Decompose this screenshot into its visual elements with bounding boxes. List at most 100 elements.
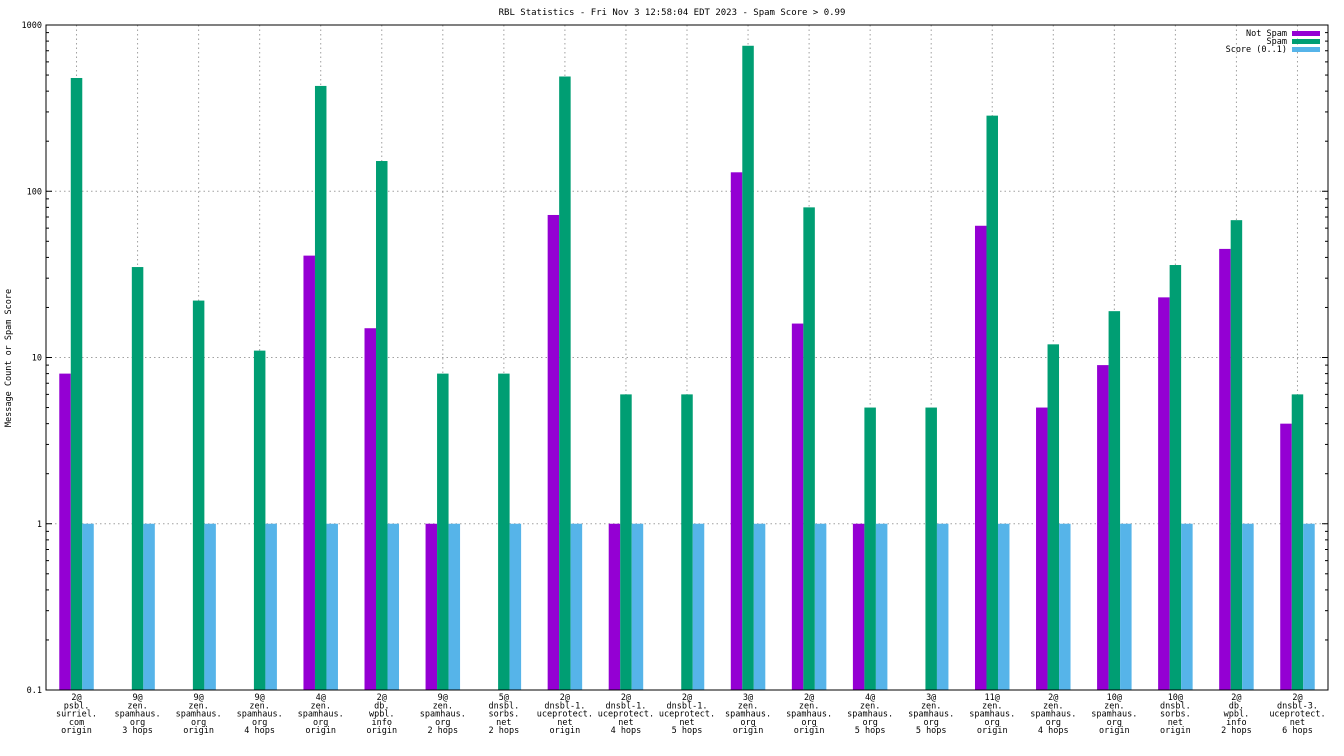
x-axis-tick-labels: 2@psbl.surriel.comorigin9@zen.spamhaus.o… [56, 693, 1326, 736]
bar-spam [437, 373, 449, 690]
x-tick-label: origin [550, 726, 581, 736]
x-tick-label: db. [1229, 701, 1244, 711]
x-tick-label: 10@ [1107, 693, 1122, 703]
x-tick-label: zen. [1104, 701, 1124, 711]
x-tick-label: net [1290, 718, 1305, 728]
x-tick-label: 6 hops [1282, 726, 1313, 736]
bar-not-spam [1219, 248, 1231, 690]
bar-not-spam [364, 328, 377, 690]
x-tick-label: 5 hops [916, 726, 947, 736]
x-tick-label: 9@ [132, 693, 142, 703]
bar-spam [192, 300, 205, 690]
x-tick-label: 5 hops [672, 726, 703, 736]
x-tick-label: org [801, 718, 816, 728]
x-tick-label: 9@ [438, 693, 448, 703]
bar-spam [620, 394, 632, 690]
legend-label: Not Spam [1246, 29, 1287, 39]
x-tick-label: 2@ [560, 693, 570, 703]
x-tick-label: net [679, 718, 694, 728]
x-tick-label: info [372, 718, 392, 728]
bar-score-0-1 [1303, 523, 1315, 690]
bar-score-0-1 [1181, 523, 1193, 690]
bar-spam [498, 373, 510, 690]
bar-score-0-1 [509, 523, 522, 690]
x-tick-label: origin [1160, 726, 1191, 736]
bar-not-spam [852, 523, 865, 690]
x-tick-label: origin [733, 726, 764, 736]
x-tick-label: spamhaus. [847, 710, 893, 720]
legend-swatch [1292, 31, 1320, 36]
x-tick-label: db. [374, 701, 389, 711]
x-tick-label: 4 hops [244, 726, 275, 736]
x-tick-label: spamhaus. [237, 710, 283, 720]
x-tick-label: org [435, 718, 450, 728]
bar-score-0-1 [1120, 523, 1132, 690]
bar-score-0-1 [631, 523, 644, 690]
bar-spam [925, 407, 937, 690]
x-tick-label: zen. [249, 701, 269, 711]
x-tick-label: 4 hops [611, 726, 642, 736]
x-tick-label: org [191, 718, 206, 728]
bar-not-spam [974, 225, 987, 690]
y-axis-ticks: 0.1 1 10 100 1000 [22, 21, 1328, 696]
bar-spam [864, 407, 876, 690]
x-tick-label: 11@ [985, 693, 1000, 703]
x-tick-label: org [313, 718, 328, 728]
x-tick-label: org [985, 718, 1000, 728]
x-tick-label: spamhaus. [908, 710, 954, 720]
x-tick-label: uceprotect. [1269, 710, 1325, 720]
x-tick-label: 5 hops [855, 726, 886, 736]
x-tick-label: spamhaus. [786, 710, 832, 720]
bar-spam [131, 267, 144, 690]
bar-spam [1169, 265, 1182, 690]
x-tick-label: zen. [799, 701, 819, 711]
x-tick-label: 10@ [1168, 693, 1183, 703]
x-tick-label: org [740, 718, 755, 728]
x-tick-label: wpbl. [1224, 710, 1250, 720]
x-tick-label: 2@ [71, 693, 81, 703]
bar-score-0-1 [814, 523, 827, 690]
x-tick-label: origin [183, 726, 214, 736]
legend-label: Spam [1267, 37, 1287, 47]
x-tick-label: com [69, 718, 84, 728]
bar-spam [314, 85, 327, 691]
x-tick-label: sorbs. [488, 710, 519, 720]
x-tick-label: 2 hops [427, 726, 458, 736]
bar-score-0-1 [692, 523, 705, 690]
x-tick-label: net [1168, 718, 1183, 728]
x-tick-label: spamhaus. [176, 710, 222, 720]
x-tick-label: net [496, 718, 511, 728]
x-tick-label: 4@ [865, 693, 875, 703]
x-tick-label: 3 hops [122, 726, 153, 736]
bar-spam [986, 115, 998, 691]
x-tick-label: spamhaus. [725, 710, 771, 720]
x-tick-label: 2@ [377, 693, 387, 703]
bar-score-0-1 [753, 523, 766, 690]
bar-not-spam [730, 172, 743, 691]
bar-spam [1230, 220, 1243, 690]
x-tick-label: origin [1099, 726, 1130, 736]
x-tick-label: uceprotect. [537, 710, 593, 720]
x-tick-label: zen. [188, 701, 208, 711]
x-tick-label: net [618, 718, 633, 728]
bar-not-spam [1097, 365, 1109, 690]
x-tick-label: zen. [1043, 701, 1063, 711]
y-tick-label: 10 [32, 354, 42, 364]
x-tick-label: origin [305, 726, 336, 736]
x-tick-label: zen. [860, 701, 880, 711]
bar-score-0-1 [997, 523, 1010, 690]
x-tick-label: 2@ [682, 693, 692, 703]
bar-score-0-1 [265, 523, 277, 690]
bar-score-0-1 [448, 523, 461, 690]
x-tick-label: spamhaus. [115, 710, 161, 720]
x-tick-label: spamhaus. [1091, 710, 1137, 720]
x-tick-label: zen. [921, 701, 941, 711]
legend-swatch [1292, 39, 1320, 44]
bar-spam [376, 161, 388, 691]
bar-score-0-1 [143, 523, 155, 690]
x-tick-label: dnsbl. [1160, 701, 1191, 711]
x-tick-label: org [924, 718, 939, 728]
y-tick-label: 1000 [22, 21, 42, 31]
x-tick-label: psbl. [64, 701, 90, 711]
